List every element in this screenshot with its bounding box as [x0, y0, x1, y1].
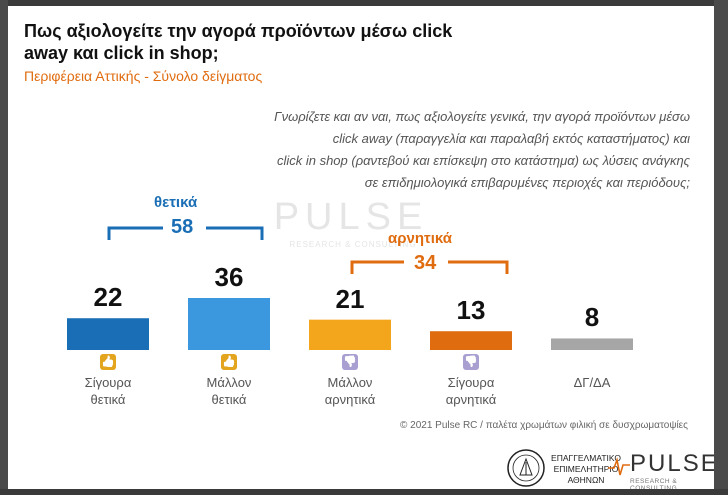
window-frame-bottom — [0, 489, 728, 495]
ebea-line: ΕΠΑΓΓΕΛΜΑΤΙΚΟ — [551, 453, 621, 463]
category-label: Μάλλον αρνητικά — [324, 375, 376, 407]
pulse-watermark: PULSE — [273, 196, 429, 238]
bar-value-label: 22 — [93, 282, 123, 313]
double-thumbs-down-icon: 👎 — [463, 354, 479, 370]
negative-group-total: 34 — [414, 252, 437, 274]
ebea-line: ΕΠΙΜΕΛΗΤΗΡΙΟ — [553, 464, 619, 474]
bar-value-label: 13 — [456, 295, 486, 326]
negative-group-label: αρνητικά — [388, 230, 452, 247]
category-label: Σίγουρα αρνητικά — [445, 375, 497, 407]
positive-group-label: θετικά — [154, 194, 198, 211]
question-line: Γνωρίζετε και αν ναι, πως αξιολογείτε γε… — [274, 109, 690, 124]
pulse-heartbeat-icon — [608, 457, 630, 476]
question-line: click away (παραγγελία και παραλαβή εκτό… — [332, 131, 690, 146]
window-frame-right — [714, 0, 728, 495]
bar-value-label: 21 — [335, 283, 365, 314]
bar — [430, 331, 512, 350]
category-label: ΔΓ/ΔΑ — [573, 375, 611, 390]
positive-group-total: 58 — [171, 216, 194, 238]
window-frame-top — [0, 0, 728, 6]
category-label: Σίγουρα θετικά — [84, 375, 132, 407]
pulse-watermark-tag: RESEARCH & CONSULTING — [289, 240, 417, 249]
pulse-logo: PULSE RESEARCH & CONSULTING — [608, 450, 714, 489]
bar-value-label: 8 — [584, 302, 600, 333]
ebea-line: ΑΘΗΝΩΝ — [567, 475, 605, 485]
thumbs-up-icon: 👍 — [221, 354, 237, 370]
page-title: Πως αξιολογείτε την αγορά προϊόντων μέσω… — [24, 21, 453, 63]
thumbs-down-icon: 👎 — [342, 354, 358, 370]
survey-question: Γνωρίζετε και αν ναι, πως αξιολογείτε γε… — [130, 106, 690, 194]
question-line: click in shop (ραντεβού και επίσκεψη στο… — [276, 153, 690, 168]
category-label: Μάλλον θετικά — [206, 375, 252, 407]
double-thumbs-up-icon: 👍 — [100, 354, 116, 370]
bar — [188, 298, 270, 350]
page-subtitle: Περιφέρεια Αττικής - Σύνολο δείγματος — [24, 68, 263, 84]
question-line: σε επιδημιολογικά επιβαρυμένες περιοχές … — [364, 175, 690, 190]
window-frame-left — [0, 0, 8, 495]
bar-value-label: 36 — [214, 262, 244, 292]
ebea-logo-text: ΕΠΑΓΓΕΛΜΑΤΙΚΟ ΕΠΙΜΕΛΗΤΗΡΙΟ ΑΘΗΝΩΝ — [544, 453, 628, 486]
bar — [551, 338, 633, 350]
pulse-logo-word: PULSE — [630, 450, 714, 477]
footer-credit: © 2021 Pulse RC / παλέτα χρωμάτων φιλική… — [400, 420, 688, 431]
bar — [309, 319, 391, 350]
bar-chart — [67, 298, 633, 350]
slide: Πως αξιολογείτε την αγορά προϊόντων μέσω… — [8, 6, 714, 489]
pulse-logo-tag: RESEARCH & CONSULTING — [630, 478, 678, 489]
bar — [67, 318, 149, 350]
ebea-seal-logo — [507, 449, 545, 487]
